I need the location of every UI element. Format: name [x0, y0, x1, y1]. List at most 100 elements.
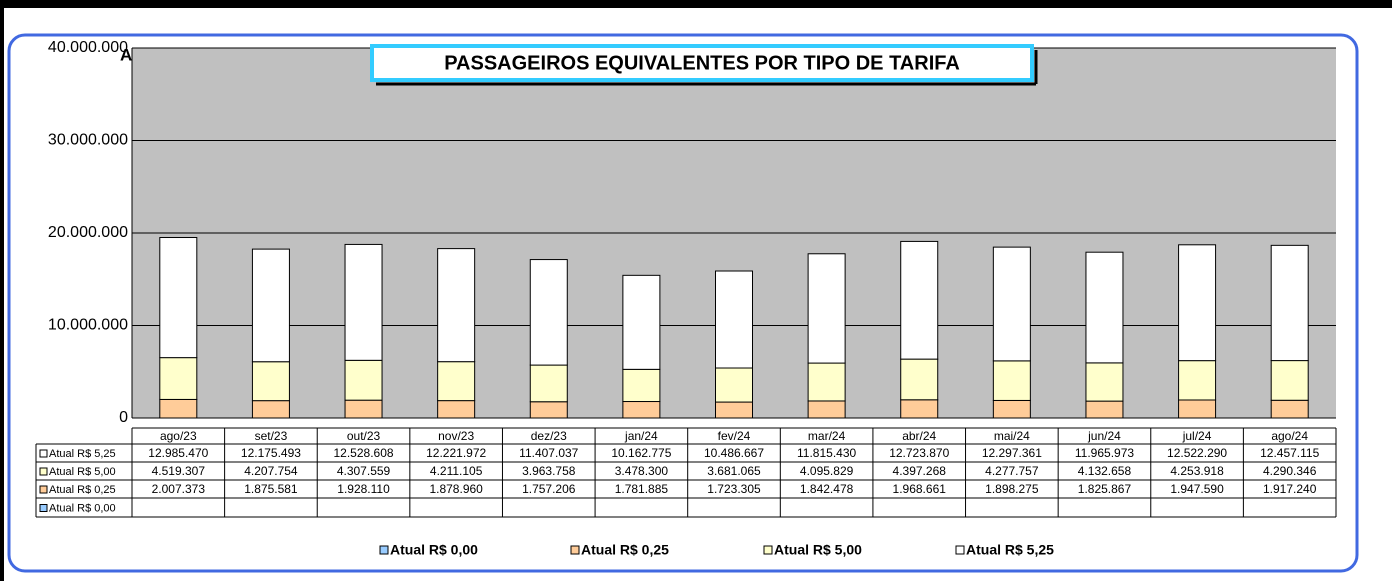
x-tick-label: abr/24 — [902, 429, 936, 443]
x-tick-label: out/23 — [347, 429, 381, 443]
table-value: 12.297.361 — [982, 446, 1042, 460]
bar-segment — [529, 259, 568, 366]
x-tick-label: jan/24 — [624, 429, 658, 443]
table-value: 12.522.290 — [1167, 446, 1227, 460]
table-value: 11.965.973 — [1075, 446, 1134, 460]
table-value: 1.825.867 — [1078, 482, 1132, 496]
table-value: 3.478.300 — [615, 464, 669, 478]
table-value: 1.898.275 — [985, 482, 1039, 496]
table-value: 12.528.608 — [334, 446, 394, 460]
table-value: 1.781.885 — [615, 482, 669, 496]
plot-area: 0 10.000.000 20.000.000 30.000.000 40.000.00… — [48, 39, 1336, 426]
table-value: 1.917.240 — [1263, 482, 1317, 496]
bar-segment — [344, 399, 383, 419]
y-tick-label: 0 — [119, 409, 128, 426]
legend-label: Atual R$ 5,25 — [966, 542, 1054, 558]
bar-segment — [1085, 251, 1124, 364]
legend-label: Atual R$ 5,00 — [774, 542, 862, 558]
bar-segment — [1178, 399, 1217, 419]
chart-title: PASSAGEIROS EQUIVALENTES POR TIPO DE TAR… — [444, 52, 960, 74]
bar-segment — [622, 274, 661, 370]
bar-segment — [529, 401, 568, 419]
bar-segment — [1270, 360, 1309, 401]
top-border — [0, 0, 1392, 8]
legend-key — [763, 545, 773, 555]
y-tick-label: 30.000.000 — [48, 132, 128, 149]
bar-segment — [251, 248, 290, 363]
bar-segment — [900, 358, 939, 401]
bar-segment — [622, 401, 661, 419]
row-label: Atual R$ 5,25 — [49, 448, 116, 460]
row-label: Atual R$ 0,00 — [49, 502, 116, 514]
bar-segment — [900, 240, 939, 360]
bar-segment — [251, 361, 290, 402]
table-value: 12.457.115 — [1260, 446, 1319, 460]
bar-segment — [715, 401, 753, 419]
table-value: 3.681.065 — [707, 464, 761, 478]
table-value: 12.723.870 — [889, 446, 949, 460]
bar-segment — [437, 361, 476, 402]
x-tick-label: fev/24 — [718, 429, 751, 443]
legend-label: Atual R$ 0,00 — [390, 542, 478, 558]
bar-segment — [1085, 400, 1124, 419]
table-value: 12.175.493 — [241, 446, 301, 460]
row-label: Atual R$ 0,25 — [49, 484, 116, 496]
table-value: 1.842.478 — [800, 482, 854, 496]
bar-segment — [715, 367, 753, 403]
x-tick-label: ago/23 — [160, 429, 197, 443]
y-tick-label: 10.000.000 — [48, 317, 128, 334]
table-value: 11.815.430 — [797, 446, 856, 460]
legend-key — [39, 485, 48, 494]
bar-segment — [251, 400, 290, 419]
table-value: 10.486.667 — [704, 446, 764, 460]
legend-key — [955, 545, 965, 555]
table-value: 4.132.658 — [1078, 464, 1132, 478]
x-tick-label: ago/24 — [1271, 429, 1308, 443]
x-tick-label: jul/24 — [1182, 429, 1212, 443]
table-value: 4.207.754 — [244, 464, 298, 478]
bar-segment — [992, 360, 1031, 401]
row-label: Atual R$ 5,00 — [49, 466, 116, 478]
legend-label: Atual R$ 0,25 — [581, 542, 669, 558]
bar-segment — [715, 270, 753, 369]
table-value: 4.290.346 — [1263, 464, 1317, 478]
table-value: 1.875.581 — [244, 482, 298, 496]
legend-key — [39, 467, 48, 476]
bar-segment — [807, 400, 846, 419]
x-tick-label: dez/23 — [531, 429, 567, 443]
table-value: 10.162.775 — [611, 446, 671, 460]
bar-segment — [992, 246, 1031, 362]
table-value: 4.519.307 — [152, 464, 206, 478]
legend-key — [39, 449, 48, 458]
left-border — [0, 0, 4, 581]
table-value: 3.963.758 — [522, 464, 576, 478]
bar-segment — [437, 248, 476, 363]
bar-segment — [622, 368, 661, 403]
bar-segment — [1270, 399, 1309, 419]
y-tick-label: 20.000.000 — [48, 224, 128, 241]
table-value: 1.757.206 — [522, 482, 576, 496]
bar-segment — [344, 359, 383, 401]
table-value: 1.878.960 — [429, 482, 483, 496]
bar-segment — [1085, 362, 1124, 402]
table-value: 4.095.829 — [800, 464, 854, 478]
table-value: 4.211.105 — [430, 464, 483, 478]
bar-segment — [1178, 244, 1217, 362]
bar-segment — [992, 399, 1031, 419]
table-value: 1.968.661 — [893, 482, 947, 496]
legend-key — [39, 504, 48, 512]
table-value: 4.307.559 — [337, 464, 391, 478]
bar-segment — [900, 399, 939, 419]
table-value: 12.221.972 — [426, 446, 486, 460]
title-box — [370, 44, 1034, 82]
bar-segment — [807, 253, 846, 364]
table-value: 1.928.110 — [337, 482, 390, 496]
x-tick-label: set/23 — [255, 429, 288, 443]
table-value: 4.397.268 — [893, 464, 947, 478]
bar-segment — [159, 398, 198, 419]
bar-segment — [1178, 360, 1217, 401]
bar-segment — [807, 362, 846, 402]
x-tick-label: mar/24 — [808, 429, 846, 443]
table-value: 4.277.757 — [985, 464, 1039, 478]
